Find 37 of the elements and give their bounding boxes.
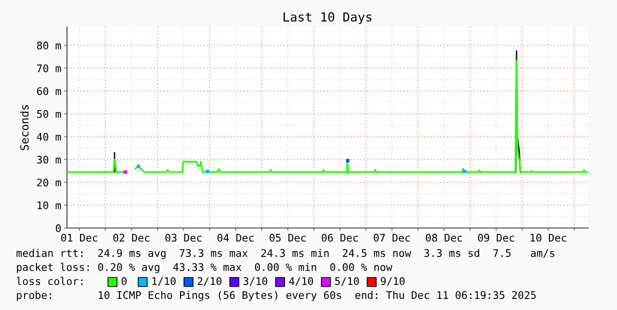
x-tick-label: 10 Dec [530, 234, 566, 242]
y-tick-label: 30 m [37, 156, 61, 164]
x-tick-label: 08 Dec [426, 234, 462, 242]
point [124, 170, 127, 174]
x-tick-label: 06 Dec [322, 234, 358, 242]
y-tick-label: 70 m [37, 64, 61, 72]
x-tick-label: 03 Dec [165, 234, 202, 242]
point [346, 158, 350, 162]
legend-label: 0 [122, 277, 127, 286]
x-tick-label: 04 Dec [218, 234, 254, 242]
y-axis-title: Seconds [20, 105, 29, 150]
x-tick-label: 09 Dec [478, 234, 514, 242]
x-tick-label: 07 Dec [374, 234, 410, 242]
point [462, 170, 466, 174]
chart-title: Last 10 Days [284, 12, 372, 24]
y-tick-label: 10 m [38, 201, 61, 210]
x-tick-label: 05 Dec [270, 234, 306, 242]
y-tick-label: 80 m [37, 42, 61, 50]
point [136, 164, 140, 168]
legend-label: 5/10 [335, 277, 359, 286]
legend-label: 1/10 [152, 277, 176, 286]
text: median rtt: 24.9 ms avg 73.3 ms max 24.3 ms min 24.5 ms now 3.3 ms sd 7.5 am/s [16, 248, 554, 260]
legend-title: loss color: [16, 276, 82, 286]
x-tick-label: 02 Dec [113, 234, 150, 242]
text: probe: 10 ICMP Echo Pings (56 Bytes) every 60s end: Thu Dec 11 06:19:35 2025 [16, 290, 536, 302]
y-tick-label: 60 m [37, 87, 61, 96]
legend-label: 4/10 [289, 277, 314, 286]
legend-label: 9/10 [380, 277, 405, 286]
text: packet loss: 0.20 % avg 43.33 % max 0.00 % min 0.00 % now [16, 262, 392, 274]
legend-label: 2/10 [198, 277, 222, 286]
x-tick-label: 01 Dec [61, 234, 98, 242]
y-tick-label: 0 [56, 224, 61, 232]
y-tick-label: 40 m [36, 132, 61, 141]
legend-label: 3/10 [243, 277, 268, 286]
y-tick-label: 50 m [37, 110, 61, 118]
y-tick-label: 20 m [37, 178, 61, 186]
point [206, 170, 210, 174]
